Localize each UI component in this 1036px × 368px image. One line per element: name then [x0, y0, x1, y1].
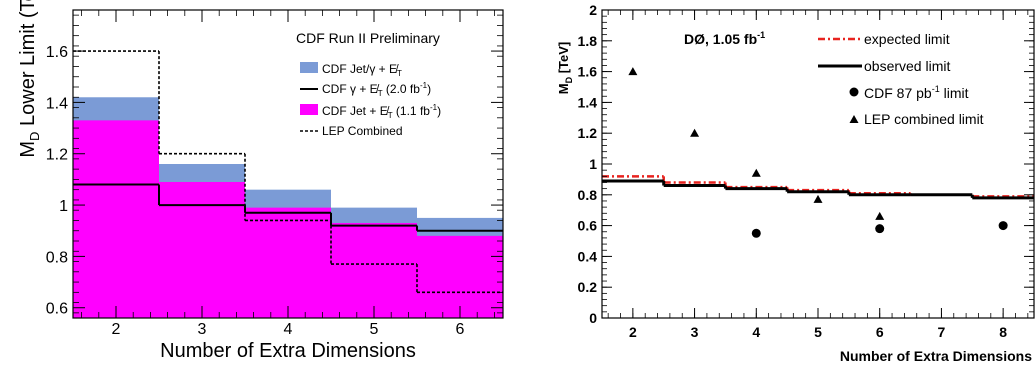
right-ytick-label-1.6: 1.6	[578, 64, 598, 80]
point-cdf87-4	[751, 228, 761, 238]
right-ytick-label-0.8: 0.8	[578, 187, 598, 203]
point-lep-combined-5	[813, 194, 823, 203]
bar-cdf-jet-e-t-1-1-fb-6	[417, 235, 503, 318]
right-ytick-label-0.6: 0.6	[578, 218, 598, 234]
legend-label-cdf-gamma: CDF γ + E̸T (2.0 fb-1)	[322, 81, 431, 98]
point-cdf87-6	[875, 224, 885, 234]
bar-cdf-jet-e-t-1-1-fb-2	[73, 120, 159, 318]
right-xtick-label-5: 5	[814, 324, 822, 340]
right-ytick-label-1.8: 1.8	[578, 33, 598, 49]
legend-label-expected: expected limit	[864, 31, 950, 47]
left-bars	[73, 97, 503, 319]
legend-label-observed: observed limit	[864, 58, 950, 74]
right-ylabel: MD [TeV]	[556, 42, 574, 95]
left-annotation: CDF Run II Preliminary	[296, 30, 440, 46]
bar-cdf-jet-e-t-1-1-fb-4	[245, 207, 331, 318]
left-ytick-label-1: 1	[59, 198, 68, 215]
right-xtick-label-2: 2	[629, 324, 637, 340]
right-xtick-label-4: 4	[752, 324, 760, 340]
right-ytick-label-0.2: 0.2	[578, 279, 598, 295]
legend-swatch-lep-combined	[849, 115, 859, 123]
left-ytick-label-1.2: 1.2	[46, 147, 68, 164]
legend-swatch-cdf-jet-gamma	[300, 62, 318, 73]
left-xtick-label-4: 4	[284, 321, 293, 338]
left-ticks: 2 3 4 5 6 0.6 0.8 1 1.2 1.4 1.6	[46, 10, 503, 338]
right-xtick-label-7: 7	[938, 324, 946, 340]
right-ytick-label-1.2: 1.2	[578, 125, 598, 141]
right-ytick-label-1: 1	[589, 156, 597, 172]
left-legend: CDF Jet/γ + E̸T CDF γ + E̸T (2.0 fb-1) C…	[300, 62, 441, 138]
point-cdf87-8	[998, 221, 1008, 231]
right-xlabel: Number of Extra Dimensions	[840, 348, 1032, 364]
right-lines	[602, 175, 1034, 200]
left-ytick-label-0.8: 0.8	[46, 249, 68, 266]
left-xtick-label-5: 5	[370, 321, 379, 338]
left-ylabel: MD Lower Limit (TeV)	[17, 0, 42, 158]
legend-label-cdf-jet-gamma: CDF Jet/γ + E̸T	[322, 62, 402, 78]
right-ytick-label-0.4: 0.4	[578, 248, 598, 264]
right-ytick-label-1.4: 1.4	[578, 94, 598, 110]
right-xtick-label-3: 3	[691, 324, 699, 340]
right-ytick-label-2: 2	[589, 2, 597, 18]
legend-label-cdf87: CDF 87 pb-1 limit	[864, 84, 969, 101]
bar-cdf-jet-e-t-1-1-fb-3	[159, 181, 245, 318]
point-lep-combined-6	[875, 211, 885, 220]
left-xlabel: Number of Extra Dimensions	[160, 340, 416, 362]
legend-label-cdf-jet: CDF Jet + E̸T (1.1 fb-1)	[322, 103, 441, 120]
left-xtick-label-6: 6	[456, 321, 465, 338]
left-ytick-label-0.6: 0.6	[46, 301, 68, 318]
legend-label-lep: LEP Combined	[322, 124, 403, 138]
legend-swatch-cdf-jet	[300, 104, 318, 115]
right-title: DØ, 1.05 fb-1	[684, 30, 765, 47]
left-ytick-label-1.6: 1.6	[46, 44, 68, 61]
legend-swatch-cdf87	[849, 87, 859, 97]
left-ytick-label-1.4: 1.4	[46, 95, 68, 112]
legend-label-lep-combined: LEP combined limit	[864, 111, 984, 127]
right-xtick-label-8: 8	[999, 324, 1007, 340]
right-ytick-label-0: 0	[589, 310, 597, 326]
left-lines	[73, 50, 503, 294]
point-lep-combined-2	[628, 67, 638, 76]
right-plot-frame	[601, 9, 1035, 319]
point-lep-combined-3	[690, 128, 700, 137]
right-ticks: 2 3 4 5 6 7 8 0 0.2 0.4 0.6 0.8 1 1.2 1.4 1.6 1.8 2	[578, 2, 1034, 340]
left-xtick-label-3: 3	[198, 321, 207, 338]
point-lep-combined-4	[751, 168, 761, 177]
right-markers	[628, 67, 1008, 238]
left-xtick-label-2: 2	[112, 321, 121, 338]
bar-cdf-jet-e-t-1-1-fb-5	[331, 223, 417, 318]
right-legend: expected limit observed limit CDF 87 pb-…	[818, 31, 984, 127]
right-xtick-label-6: 6	[876, 324, 884, 340]
